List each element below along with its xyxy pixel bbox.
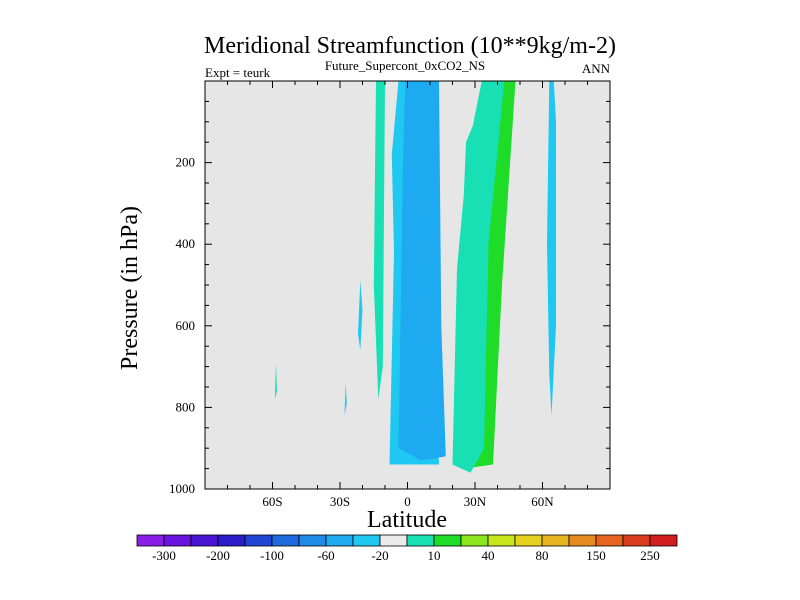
colorbar-swatch <box>460 534 489 547</box>
colorbar-swatch <box>379 534 408 547</box>
colorbar-swatch <box>352 534 381 547</box>
contour-regions <box>274 81 556 473</box>
axis-ticks: 60S 30S 0 30N 60N 200 400 600 800 1000 <box>169 81 610 509</box>
colorbar: -300 -200 -100 -60 -20 10 40 80 150 250 <box>136 534 678 563</box>
colorbar-swatch <box>622 534 651 547</box>
colorbar-label: 80 <box>536 548 549 563</box>
colorbar-swatch <box>244 534 273 547</box>
colorbar-label: -20 <box>371 548 388 563</box>
colorbar-swatch <box>217 534 246 547</box>
colorbar-swatch <box>433 534 462 547</box>
experiment-label: Expt = teurk <box>205 65 271 80</box>
y-tick-label: 200 <box>176 155 196 170</box>
y-tick-label: 600 <box>176 318 196 333</box>
colorbar-label: 150 <box>586 548 606 563</box>
colorbar-swatch <box>406 534 435 547</box>
region-streak-30S <box>344 382 347 416</box>
x-tick-label: 30S <box>330 494 350 509</box>
colorbar-swatch <box>163 534 192 547</box>
colorbar-swatch <box>595 534 624 547</box>
chart-title: Meridional Streamfunction (10**9kg/m-2) <box>204 33 616 59</box>
y-tick-label: 1000 <box>169 481 195 496</box>
colorbar-label: 10 <box>428 548 441 563</box>
chart-subtitle: Future_Supercont_0xCO2_NS <box>325 58 485 73</box>
y-tick-label: 400 <box>176 236 196 251</box>
region-streak-20S <box>358 280 363 351</box>
colorbar-label: 250 <box>640 548 660 563</box>
x-tick-label: 60S <box>262 494 282 509</box>
colorbar-label: 40 <box>482 548 495 563</box>
colorbar-label: -300 <box>152 548 176 563</box>
y-axis-label: Pressure (in hPa) <box>117 206 143 370</box>
colorbar-swatch <box>487 534 516 547</box>
x-tick-label: 60N <box>531 494 554 509</box>
colorbar-swatch <box>568 534 597 547</box>
x-tick-label: 0 <box>404 494 411 509</box>
y-tick-label: 800 <box>176 399 196 414</box>
region-streak-60N <box>547 81 556 416</box>
colorbar-swatch <box>325 534 354 547</box>
colorbar-swatch <box>649 534 678 547</box>
colorbar-swatch <box>136 534 165 547</box>
colorbar-swatch <box>298 534 327 547</box>
colorbar-label: -200 <box>206 548 230 563</box>
colorbar-swatch <box>514 534 543 547</box>
colorbar-label: -60 <box>317 548 334 563</box>
region-streak-60S <box>274 362 277 400</box>
plot-area: 60S 30S 0 30N 60N 200 400 600 800 1000 <box>169 80 611 509</box>
season-label: ANN <box>582 61 611 76</box>
colorbar-swatch <box>190 534 219 547</box>
region-teal-band-north <box>452 81 505 473</box>
x-tick-label: 30N <box>464 494 487 509</box>
colorbar-swatch <box>541 534 570 547</box>
x-axis-label: Latitude <box>367 507 447 533</box>
colorbar-swatch <box>271 534 300 547</box>
region-teal-band-south-edge <box>373 81 385 400</box>
region-mid-blue-cell-equator <box>398 81 446 461</box>
colorbar-label: -100 <box>260 548 284 563</box>
